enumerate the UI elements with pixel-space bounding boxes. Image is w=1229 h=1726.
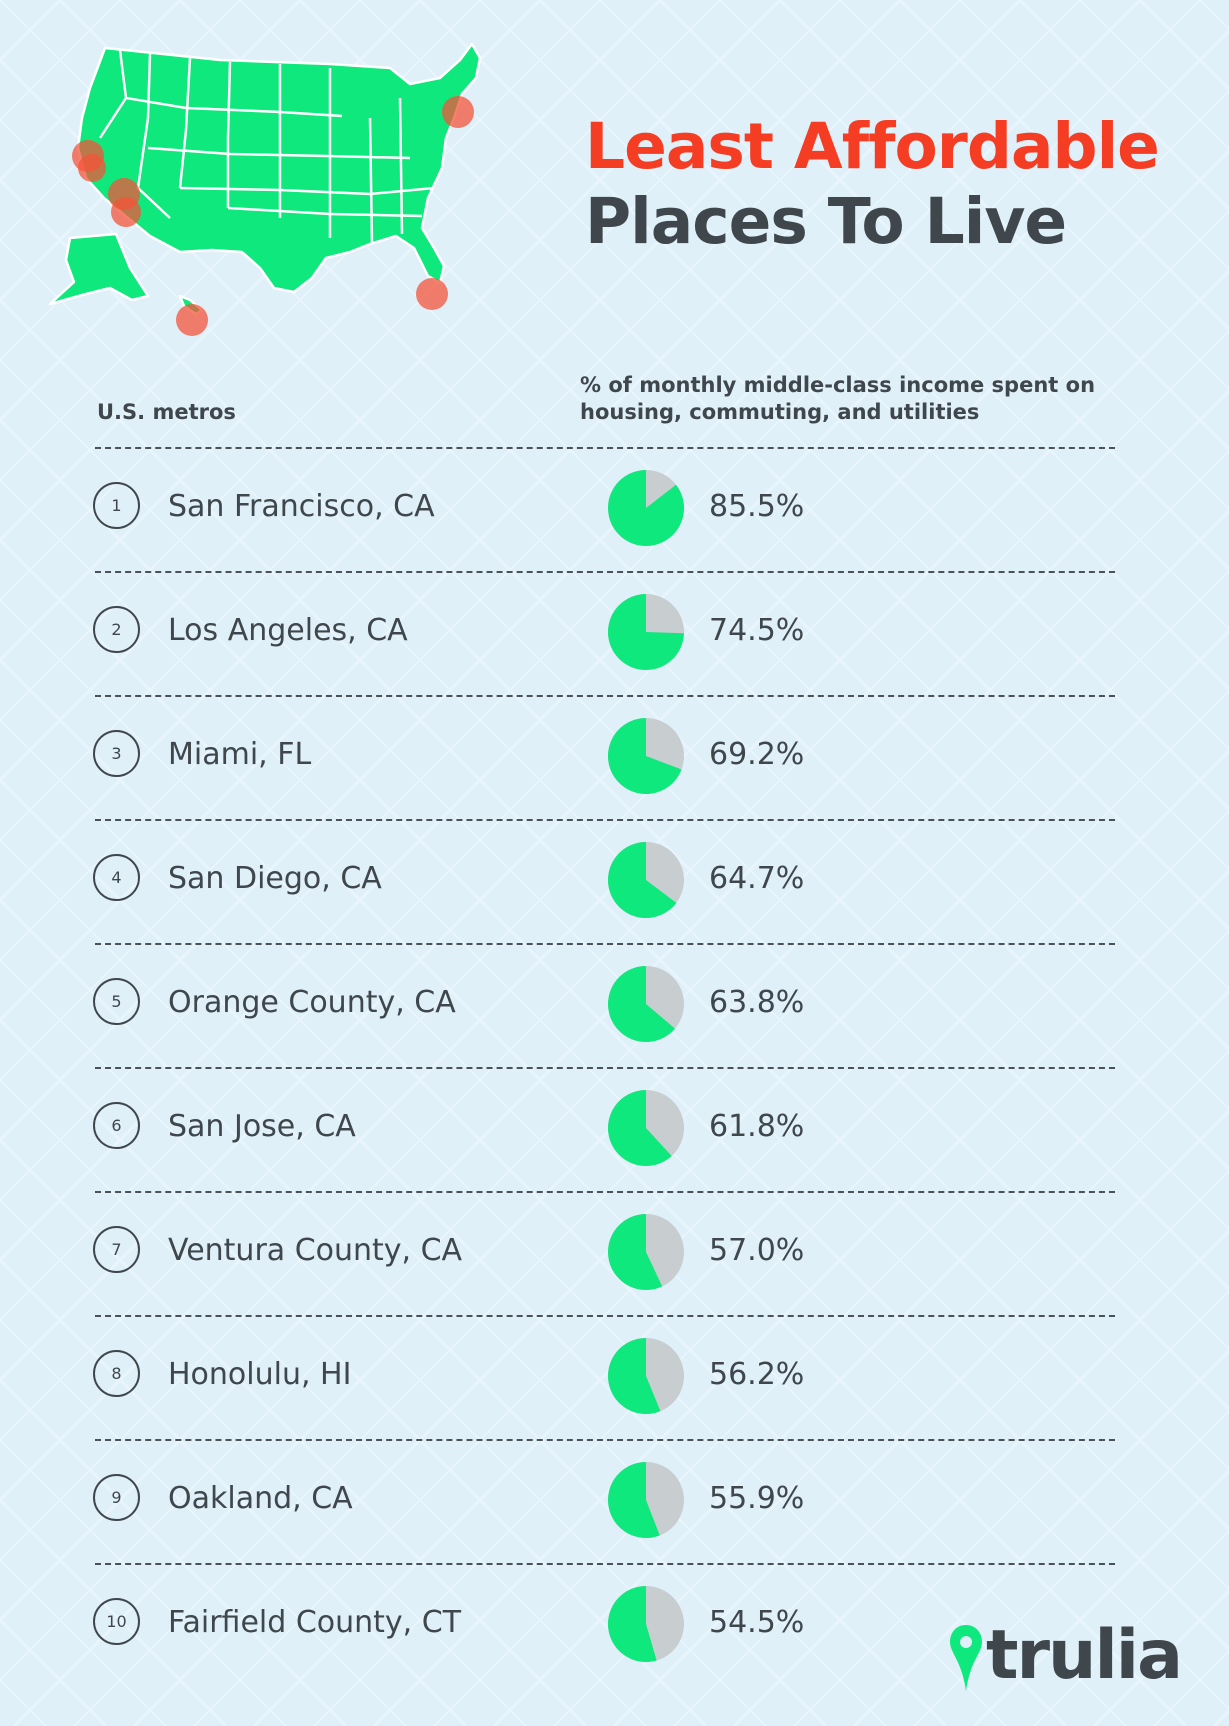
pie-chart (608, 842, 684, 918)
rank-badge: 6 (93, 1102, 140, 1149)
table-row: 7 Ventura County, CA 57.0% (0, 1191, 1229, 1315)
metro-name: Oakland, CA (168, 1481, 353, 1516)
rank-badge: 1 (93, 482, 140, 529)
trulia-logo: trulia (948, 1615, 1188, 1705)
metro-name: San Diego, CA (168, 861, 382, 896)
column-header-metros: U.S. metros (97, 400, 236, 424)
pie-chart (607, 1214, 684, 1290)
table-row: 4 San Diego, CA 64.7% (0, 819, 1229, 943)
rank-badge: 10 (93, 1598, 140, 1645)
metro-name: Orange County, CA (168, 985, 456, 1020)
location-marker-icon (176, 304, 208, 336)
percent-label: 56.2% (709, 1357, 805, 1392)
pie-slice-value (607, 594, 684, 670)
row-divider (95, 1315, 1115, 1317)
metro-name: Ventura County, CA (168, 1233, 463, 1268)
pie-chart (608, 1462, 684, 1538)
pie-chart (607, 1338, 684, 1414)
rank-badge: 5 (93, 978, 140, 1025)
table-row: 3 Miami, FL 69.2% (0, 695, 1229, 819)
table-row: 6 San Jose, CA 61.8% (0, 1067, 1229, 1191)
us-map-icon (48, 42, 482, 336)
pie-slice-value (607, 1338, 661, 1414)
table-row: 1 San Francisco, CA 85.5% (0, 447, 1229, 571)
metro-name: Miami, FL (168, 737, 312, 772)
percent-label: 55.9% (709, 1481, 805, 1516)
location-marker-icon (442, 96, 474, 128)
row-divider (95, 695, 1115, 697)
title-line-2: Places To Live (585, 185, 1067, 258)
percent-label: 61.8% (709, 1109, 805, 1144)
row-divider (95, 1439, 1115, 1441)
percent-label: 57.0% (709, 1233, 805, 1268)
column-header-percent-line-2: housing, commuting, and utilities (580, 400, 980, 424)
row-divider (95, 571, 1115, 573)
pie-slice-value (608, 1462, 660, 1538)
pie-slice-value (607, 1586, 657, 1662)
pie-slice-value (607, 718, 682, 794)
title-line-1: Least Affordable (585, 110, 1160, 183)
pie-chart (608, 470, 685, 546)
row-divider (95, 447, 1115, 449)
metro-name: Los Angeles, CA (168, 613, 408, 648)
row-divider (95, 1191, 1115, 1193)
rank-badge: 3 (93, 730, 140, 777)
rank-badge: 2 (93, 606, 140, 653)
percent-label: 69.2% (709, 737, 805, 772)
table-row: 9 Oakland, CA 55.9% (0, 1439, 1229, 1563)
pie-chart (607, 1586, 684, 1662)
percent-label: 63.8% (709, 985, 805, 1020)
pie-slice-value (608, 470, 685, 546)
pie-slice-value (608, 1090, 672, 1166)
column-header-percent: % of monthly middle-class income spent o… (580, 372, 1140, 426)
location-marker-icon (416, 278, 448, 310)
table-row: 8 Honolulu, HI 56.2% (0, 1315, 1229, 1439)
pie-slice-value (607, 1214, 663, 1290)
table-row: 10 Fairfield County, CT 54.5% (0, 1563, 1229, 1687)
location-marker-icon (78, 154, 106, 182)
rank-badge: 7 (93, 1226, 140, 1273)
row-divider (95, 943, 1115, 945)
metro-name: Fairfield County, CT (168, 1605, 462, 1640)
rank-badge: 8 (93, 1350, 140, 1397)
column-header-percent-line-1: % of monthly middle-class income spent o… (580, 373, 1096, 397)
rank-badge: 4 (93, 854, 140, 901)
table-row: 5 Orange County, CA 63.8% (0, 943, 1229, 1067)
row-divider (95, 819, 1115, 821)
percent-label: 85.5% (709, 489, 805, 524)
pie-chart (607, 718, 684, 794)
percent-label: 64.7% (709, 861, 805, 896)
pie-chart (608, 1090, 684, 1166)
percent-label: 54.5% (709, 1605, 805, 1640)
pie-chart (607, 966, 684, 1042)
table-row: 2 Los Angeles, CA 74.5% (0, 571, 1229, 695)
rank-badge: 9 (93, 1474, 140, 1521)
pie-chart (607, 594, 684, 670)
row-divider (95, 1563, 1115, 1565)
percent-label: 74.5% (709, 613, 805, 648)
row-divider (95, 1067, 1115, 1069)
logo-text: trulia (986, 1616, 1183, 1695)
location-marker-icon (111, 197, 141, 227)
metro-name: San Francisco, CA (168, 489, 435, 524)
metro-name: Honolulu, HI (168, 1357, 352, 1392)
metro-name: San Jose, CA (168, 1109, 356, 1144)
pie-slice-value (607, 966, 675, 1042)
map-pin-icon (950, 1625, 982, 1691)
pie-slice-value (608, 842, 677, 918)
